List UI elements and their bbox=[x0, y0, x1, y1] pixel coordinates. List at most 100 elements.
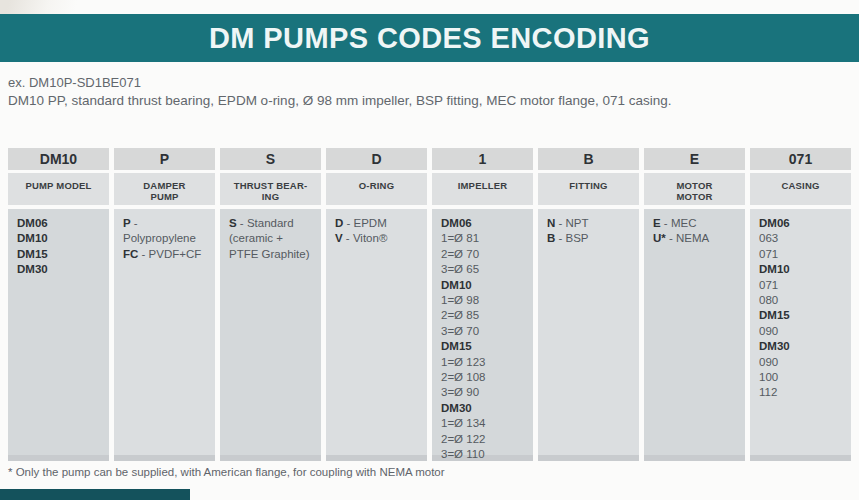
spec-item: 090 bbox=[759, 355, 842, 370]
spec-item: 112 bbox=[759, 385, 842, 400]
column-body-cell: P - PolypropyleneFC - PVDF+CF bbox=[114, 209, 215, 461]
spec-item: 3=Ø 90 bbox=[441, 385, 524, 400]
spec-item-code: P bbox=[123, 217, 131, 229]
spec-item-code: DM30 bbox=[441, 402, 472, 414]
spec-item-code: V bbox=[335, 232, 343, 244]
spec-item: 2=Ø 122 bbox=[441, 432, 524, 447]
table-column-p: P DAMPER PUMP P - PolypropyleneFC - PVDF… bbox=[114, 148, 215, 461]
column-body-cell: DM061=Ø 812=Ø 703=Ø 65DM101=Ø 982=Ø 853=… bbox=[432, 209, 533, 461]
spec-item: 090 bbox=[759, 324, 842, 339]
spec-item: 3=Ø 70 bbox=[441, 324, 524, 339]
catalog-page: DM PUMPS CODES ENCODING ex. DM10P-SD1BE0… bbox=[0, 0, 859, 500]
spec-item: DM15 bbox=[17, 247, 100, 262]
spec-item: 1=Ø 134 bbox=[441, 416, 524, 431]
column-label-cell: CASING bbox=[750, 173, 851, 205]
column-label-cell: PUMP MODEL bbox=[8, 173, 109, 205]
spec-item-code: FC bbox=[123, 248, 138, 260]
column-code-cell: DM10 bbox=[8, 148, 109, 170]
column-body-cell: D - EPDMV - Viton® bbox=[326, 209, 427, 461]
spec-item: 063 bbox=[759, 231, 842, 246]
column-label-cell: THRUST BEAR- ING bbox=[220, 173, 321, 205]
example-block: ex. DM10P-SD1BE071 DM10 PP, standard thr… bbox=[8, 74, 851, 110]
spec-item: N - NPT bbox=[547, 216, 630, 231]
spec-item-code: DM15 bbox=[17, 248, 48, 260]
column-label-cell: IMPELLER bbox=[432, 173, 533, 205]
spec-item: 071 bbox=[759, 247, 842, 262]
spec-item-code: DM30 bbox=[17, 263, 48, 275]
spec-item: PTFE Graphite) bbox=[229, 247, 312, 262]
footer-accent-bar bbox=[0, 489, 190, 500]
column-label-cell: O-RING bbox=[326, 173, 427, 205]
spec-item: DM10 bbox=[441, 278, 524, 293]
table-column-b: B FITTING N - NPTB - BSP bbox=[538, 148, 639, 461]
table-column-071: 071 CASING DM06063071DM10071080DM15090DM… bbox=[750, 148, 851, 461]
page-title: DM PUMPS CODES ENCODING bbox=[209, 22, 650, 55]
spec-item: DM06 bbox=[441, 216, 524, 231]
column-body-cell: E - MECU* - NEMA bbox=[644, 209, 745, 461]
spec-item: 3=Ø 110 bbox=[441, 447, 524, 462]
spec-item: DM06 bbox=[759, 216, 842, 231]
table-column-d: D O-RING D - EPDMV - Viton® bbox=[326, 148, 427, 461]
spec-item: 1=Ø 98 bbox=[441, 293, 524, 308]
column-code-cell: B bbox=[538, 148, 639, 170]
column-body-cell: DM06063071DM10071080DM15090DM30090100112 bbox=[750, 209, 851, 461]
column-code-cell: D bbox=[326, 148, 427, 170]
spec-item: B - BSP bbox=[547, 231, 630, 246]
spec-item-code: DM06 bbox=[17, 217, 48, 229]
spec-item-code: DM15 bbox=[441, 340, 472, 352]
spec-item: 1=Ø 123 bbox=[441, 355, 524, 370]
table-column-dm10: DM10 PUMP MODEL DM06 DM10 DM15 DM30 bbox=[8, 148, 109, 461]
column-code-cell: E bbox=[644, 148, 745, 170]
spec-item: DM30 bbox=[759, 339, 842, 354]
spec-item: 100 bbox=[759, 370, 842, 385]
spec-item: S - Standard bbox=[229, 216, 312, 231]
spec-item-code: N bbox=[547, 217, 555, 229]
column-body-cell: S - Standard(ceramic +PTFE Graphite) bbox=[220, 209, 321, 461]
table-column-1: 1 IMPELLER DM06 1=Ø 812=Ø 703=Ø 65 DM10 1=Ø… bbox=[432, 148, 533, 461]
spec-item: DM30 bbox=[441, 401, 524, 416]
spec-item: DM15 bbox=[441, 339, 524, 354]
spec-item: 080 bbox=[759, 293, 842, 308]
spec-item-code: DM30 bbox=[759, 340, 790, 352]
column-body-cell: N - NPTB - BSP bbox=[538, 209, 639, 461]
spec-item-code: E bbox=[653, 217, 661, 229]
spec-item-code: DM10 bbox=[759, 263, 790, 275]
column-code-cell: 1 bbox=[432, 148, 533, 170]
spec-item: V - Viton® bbox=[335, 231, 418, 246]
table-column-e: E MOTOR MOTOR E - MECU* - NEMA bbox=[644, 148, 745, 461]
column-label-cell: MOTOR MOTOR bbox=[644, 173, 745, 205]
example-description: DM10 PP, standard thrust bearing, EPDM o… bbox=[8, 92, 851, 110]
footnote: * Only the pump can be supplied, with Am… bbox=[8, 466, 851, 478]
pump-codes-table: DM10 PUMP MODEL DM06 DM10 DM15 DM30 P DAMPE… bbox=[8, 148, 851, 461]
spec-item: 2=Ø 85 bbox=[441, 308, 524, 323]
spec-item: E - MEC bbox=[653, 216, 736, 231]
spec-item: FC - PVDF+CF bbox=[123, 247, 206, 262]
spec-item: P - Polypropylene bbox=[123, 216, 206, 247]
spec-item: DM06 bbox=[17, 216, 100, 231]
spec-item-code: B bbox=[547, 232, 555, 244]
spec-item: U* - NEMA bbox=[653, 231, 736, 246]
spec-item: D - EPDM bbox=[335, 216, 418, 231]
spec-item: 2=Ø 108 bbox=[441, 370, 524, 385]
spec-item: DM10 bbox=[17, 231, 100, 246]
column-code-cell: P bbox=[114, 148, 215, 170]
spec-item: DM30 bbox=[17, 262, 100, 277]
example-code: ex. DM10P-SD1BE071 bbox=[8, 74, 851, 91]
spec-item: 3=Ø 65 bbox=[441, 262, 524, 277]
spec-item-code: D bbox=[335, 217, 343, 229]
column-code-cell: 071 bbox=[750, 148, 851, 170]
spec-item: 2=Ø 70 bbox=[441, 247, 524, 262]
spec-item-code: DM06 bbox=[441, 217, 472, 229]
spec-item: DM10 bbox=[759, 262, 842, 277]
spec-item: 1=Ø 81 bbox=[441, 231, 524, 246]
column-body-cell: DM06 DM10 DM15 DM30 bbox=[8, 209, 109, 461]
column-code-cell: S bbox=[220, 148, 321, 170]
title-band: DM PUMPS CODES ENCODING bbox=[0, 14, 859, 62]
spec-item-code: S bbox=[229, 217, 237, 229]
spec-item-code: DM10 bbox=[17, 232, 48, 244]
spec-item-code: DM15 bbox=[759, 309, 790, 321]
spec-item: (ceramic + bbox=[229, 231, 312, 246]
spec-item-code: U* bbox=[653, 232, 666, 244]
column-label-cell: FITTING bbox=[538, 173, 639, 205]
spec-item-code: DM10 bbox=[441, 279, 472, 291]
